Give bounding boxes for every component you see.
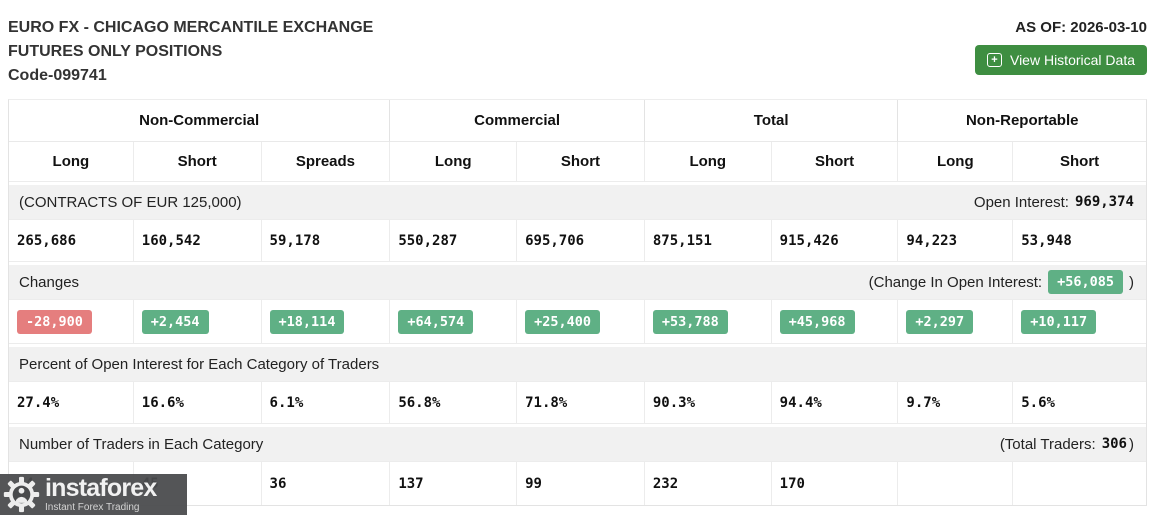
percent-c-long: 56.8% bbox=[390, 382, 518, 424]
view-historical-data-button[interactable]: + View Historical Data bbox=[974, 45, 1147, 75]
change-badge: +53,788 bbox=[652, 309, 728, 334]
percent-c-short: 71.8% bbox=[517, 382, 645, 424]
watermark-text-block: instaforex Instant Forex Trading bbox=[45, 474, 157, 513]
col-header-c-short: Short bbox=[517, 142, 645, 182]
traders-c-long: 137 bbox=[390, 462, 518, 505]
group-non-reportable: Non-Reportable bbox=[898, 100, 1146, 142]
col-header-nr-long: Long bbox=[898, 142, 1014, 182]
change-nr-long: +2,297 bbox=[898, 300, 1014, 344]
position-nr-long: 94,223 bbox=[898, 220, 1014, 262]
column-header-row: Long Short Spreads Long Short Long Short… bbox=[9, 142, 1146, 182]
page-header: EURO FX - CHICAGO MERCANTILE EXCHANGE FU… bbox=[0, 0, 1155, 88]
change-badge: +2,454 bbox=[141, 309, 209, 334]
change-nc-long: -28,900 bbox=[9, 300, 134, 344]
percent-nr-short: 5.6% bbox=[1013, 382, 1146, 424]
traders-band-row: Number of Traders in Each Category (Tota… bbox=[9, 424, 1146, 462]
change-c-long: +64,574 bbox=[390, 300, 518, 344]
header-right-block: AS OF: 2026-03-10 + View Historical Data bbox=[974, 16, 1147, 75]
watermark-brand: instaforex bbox=[45, 474, 157, 502]
col-header-t-short: Short bbox=[771, 142, 899, 182]
total-traders: (Total Traders: 306 ) bbox=[644, 424, 1146, 462]
change-badge: +64,574 bbox=[398, 309, 474, 334]
position-nc-spreads: 59,178 bbox=[261, 220, 391, 262]
traders-nr-long bbox=[898, 462, 1014, 505]
percent-nr-long: 9.7% bbox=[898, 382, 1014, 424]
traders-band-label: Number of Traders in Each Category bbox=[9, 424, 645, 462]
view-historical-data-label: View Historical Data bbox=[1009, 52, 1135, 68]
change-nc-short: +2,454 bbox=[133, 300, 262, 344]
traders-t-short: 170 bbox=[772, 462, 899, 505]
traders-row: 84 45 36 137 99 232 170 bbox=[9, 462, 1146, 505]
calendar-plus-icon: + bbox=[986, 53, 1002, 67]
as-of-date: AS OF: 2026-03-10 bbox=[1015, 19, 1147, 36]
col-header-nc-short: Short bbox=[133, 142, 262, 182]
open-interest-label: Open Interest: bbox=[973, 193, 1069, 211]
percent-nc-short: 16.6% bbox=[133, 382, 262, 424]
traders-nc-spreads: 36 bbox=[262, 462, 391, 505]
position-c-long: 550,287 bbox=[390, 220, 518, 262]
traders-nr-short bbox=[1013, 462, 1146, 505]
watermark-tagline: Instant Forex Trading bbox=[45, 502, 140, 513]
position-nc-long: 265,686 bbox=[9, 220, 134, 262]
total-traders-value: 306 bbox=[1101, 436, 1127, 452]
change-nr-short: +10,117 bbox=[1013, 300, 1146, 344]
change-oi-badge: +56,085 bbox=[1048, 270, 1123, 294]
col-header-t-long: Long bbox=[644, 142, 772, 182]
change-in-open-interest: (Change In Open Interest: +56,085 ) bbox=[644, 262, 1146, 300]
group-header-row: Non-Commercial Commercial Total Non-Repo… bbox=[9, 100, 1146, 142]
contracts-band-row: (CONTRACTS OF EUR 125,000) Open Interest… bbox=[9, 182, 1146, 220]
position-c-short: 695,706 bbox=[517, 220, 645, 262]
open-interest-value: 969,374 bbox=[1074, 194, 1134, 210]
col-header-c-long: Long bbox=[390, 142, 518, 182]
gear-icon bbox=[3, 476, 40, 513]
report-subtitle: FUTURES ONLY POSITIONS bbox=[8, 43, 223, 60]
change-badge: +45,968 bbox=[779, 309, 855, 334]
change-nc-spreads: +18,114 bbox=[261, 300, 391, 344]
change-badge: +10,117 bbox=[1021, 309, 1097, 334]
positions-row: 265,686 160,542 59,178 550,287 695,706 8… bbox=[9, 220, 1146, 262]
percent-t-long: 90.3% bbox=[644, 382, 772, 424]
instaforex-watermark: instaforex Instant Forex Trading bbox=[0, 474, 187, 515]
change-t-long: +53,788 bbox=[644, 300, 772, 344]
position-t-long: 875,151 bbox=[644, 220, 772, 262]
changes-row: -28,900 +2,454 +18,114 +64,574 +25,400 +… bbox=[9, 300, 1146, 344]
change-badge: +18,114 bbox=[269, 309, 345, 334]
col-header-nc-long: Long bbox=[9, 142, 134, 182]
percents-row: 27.4% 16.6% 6.1% 56.8% 71.8% 90.3% 94.4%… bbox=[9, 382, 1146, 424]
percent-band-row: Percent of Open Interest for Each Catego… bbox=[9, 344, 1146, 382]
changes-band-row: Changes (Change In Open Interest: +56,08… bbox=[9, 262, 1146, 300]
contracts-label: (CONTRACTS OF EUR 125,000) bbox=[9, 182, 645, 220]
percent-t-short: 94.4% bbox=[771, 382, 899, 424]
group-non-commercial: Non-Commercial bbox=[9, 100, 391, 142]
traders-t-long: 232 bbox=[645, 462, 772, 505]
percent-nc-long: 27.4% bbox=[9, 382, 134, 424]
position-t-short: 915,426 bbox=[771, 220, 899, 262]
changes-label: Changes bbox=[9, 262, 645, 300]
group-commercial: Commercial bbox=[390, 100, 645, 142]
traders-c-short: 99 bbox=[517, 462, 645, 505]
col-header-nc-spreads: Spreads bbox=[261, 142, 391, 182]
position-nc-short: 160,542 bbox=[133, 220, 262, 262]
report-title: EURO FX - CHICAGO MERCANTILE EXCHANGE bbox=[8, 19, 374, 36]
change-t-short: +45,968 bbox=[771, 300, 899, 344]
group-total: Total bbox=[644, 100, 899, 142]
report-code: Code-099741 bbox=[8, 67, 107, 84]
percent-band-label: Percent of Open Interest for Each Catego… bbox=[9, 344, 645, 382]
total-traders-label: (Total Traders: bbox=[999, 435, 1096, 453]
position-nr-short: 53,948 bbox=[1013, 220, 1146, 262]
change-c-short: +25,400 bbox=[517, 300, 645, 344]
change-badge: +25,400 bbox=[525, 309, 600, 334]
col-header-nr-short: Short bbox=[1013, 142, 1146, 182]
open-interest: Open Interest: 969,374 bbox=[644, 182, 1146, 220]
report-title-block: EURO FX - CHICAGO MERCANTILE EXCHANGE FU… bbox=[8, 16, 373, 88]
change-badge: +2,297 bbox=[906, 309, 974, 334]
change-badge: -28,900 bbox=[17, 309, 92, 334]
percent-band-spacer bbox=[644, 344, 1146, 382]
cot-positions-table: Non-Commercial Commercial Total Non-Repo… bbox=[8, 99, 1147, 506]
change-oi-suffix: ) bbox=[1128, 273, 1134, 291]
total-traders-suffix: ) bbox=[1128, 435, 1134, 453]
percent-nc-spreads: 6.1% bbox=[261, 382, 391, 424]
change-oi-label: (Change In Open Interest: bbox=[868, 273, 1043, 291]
